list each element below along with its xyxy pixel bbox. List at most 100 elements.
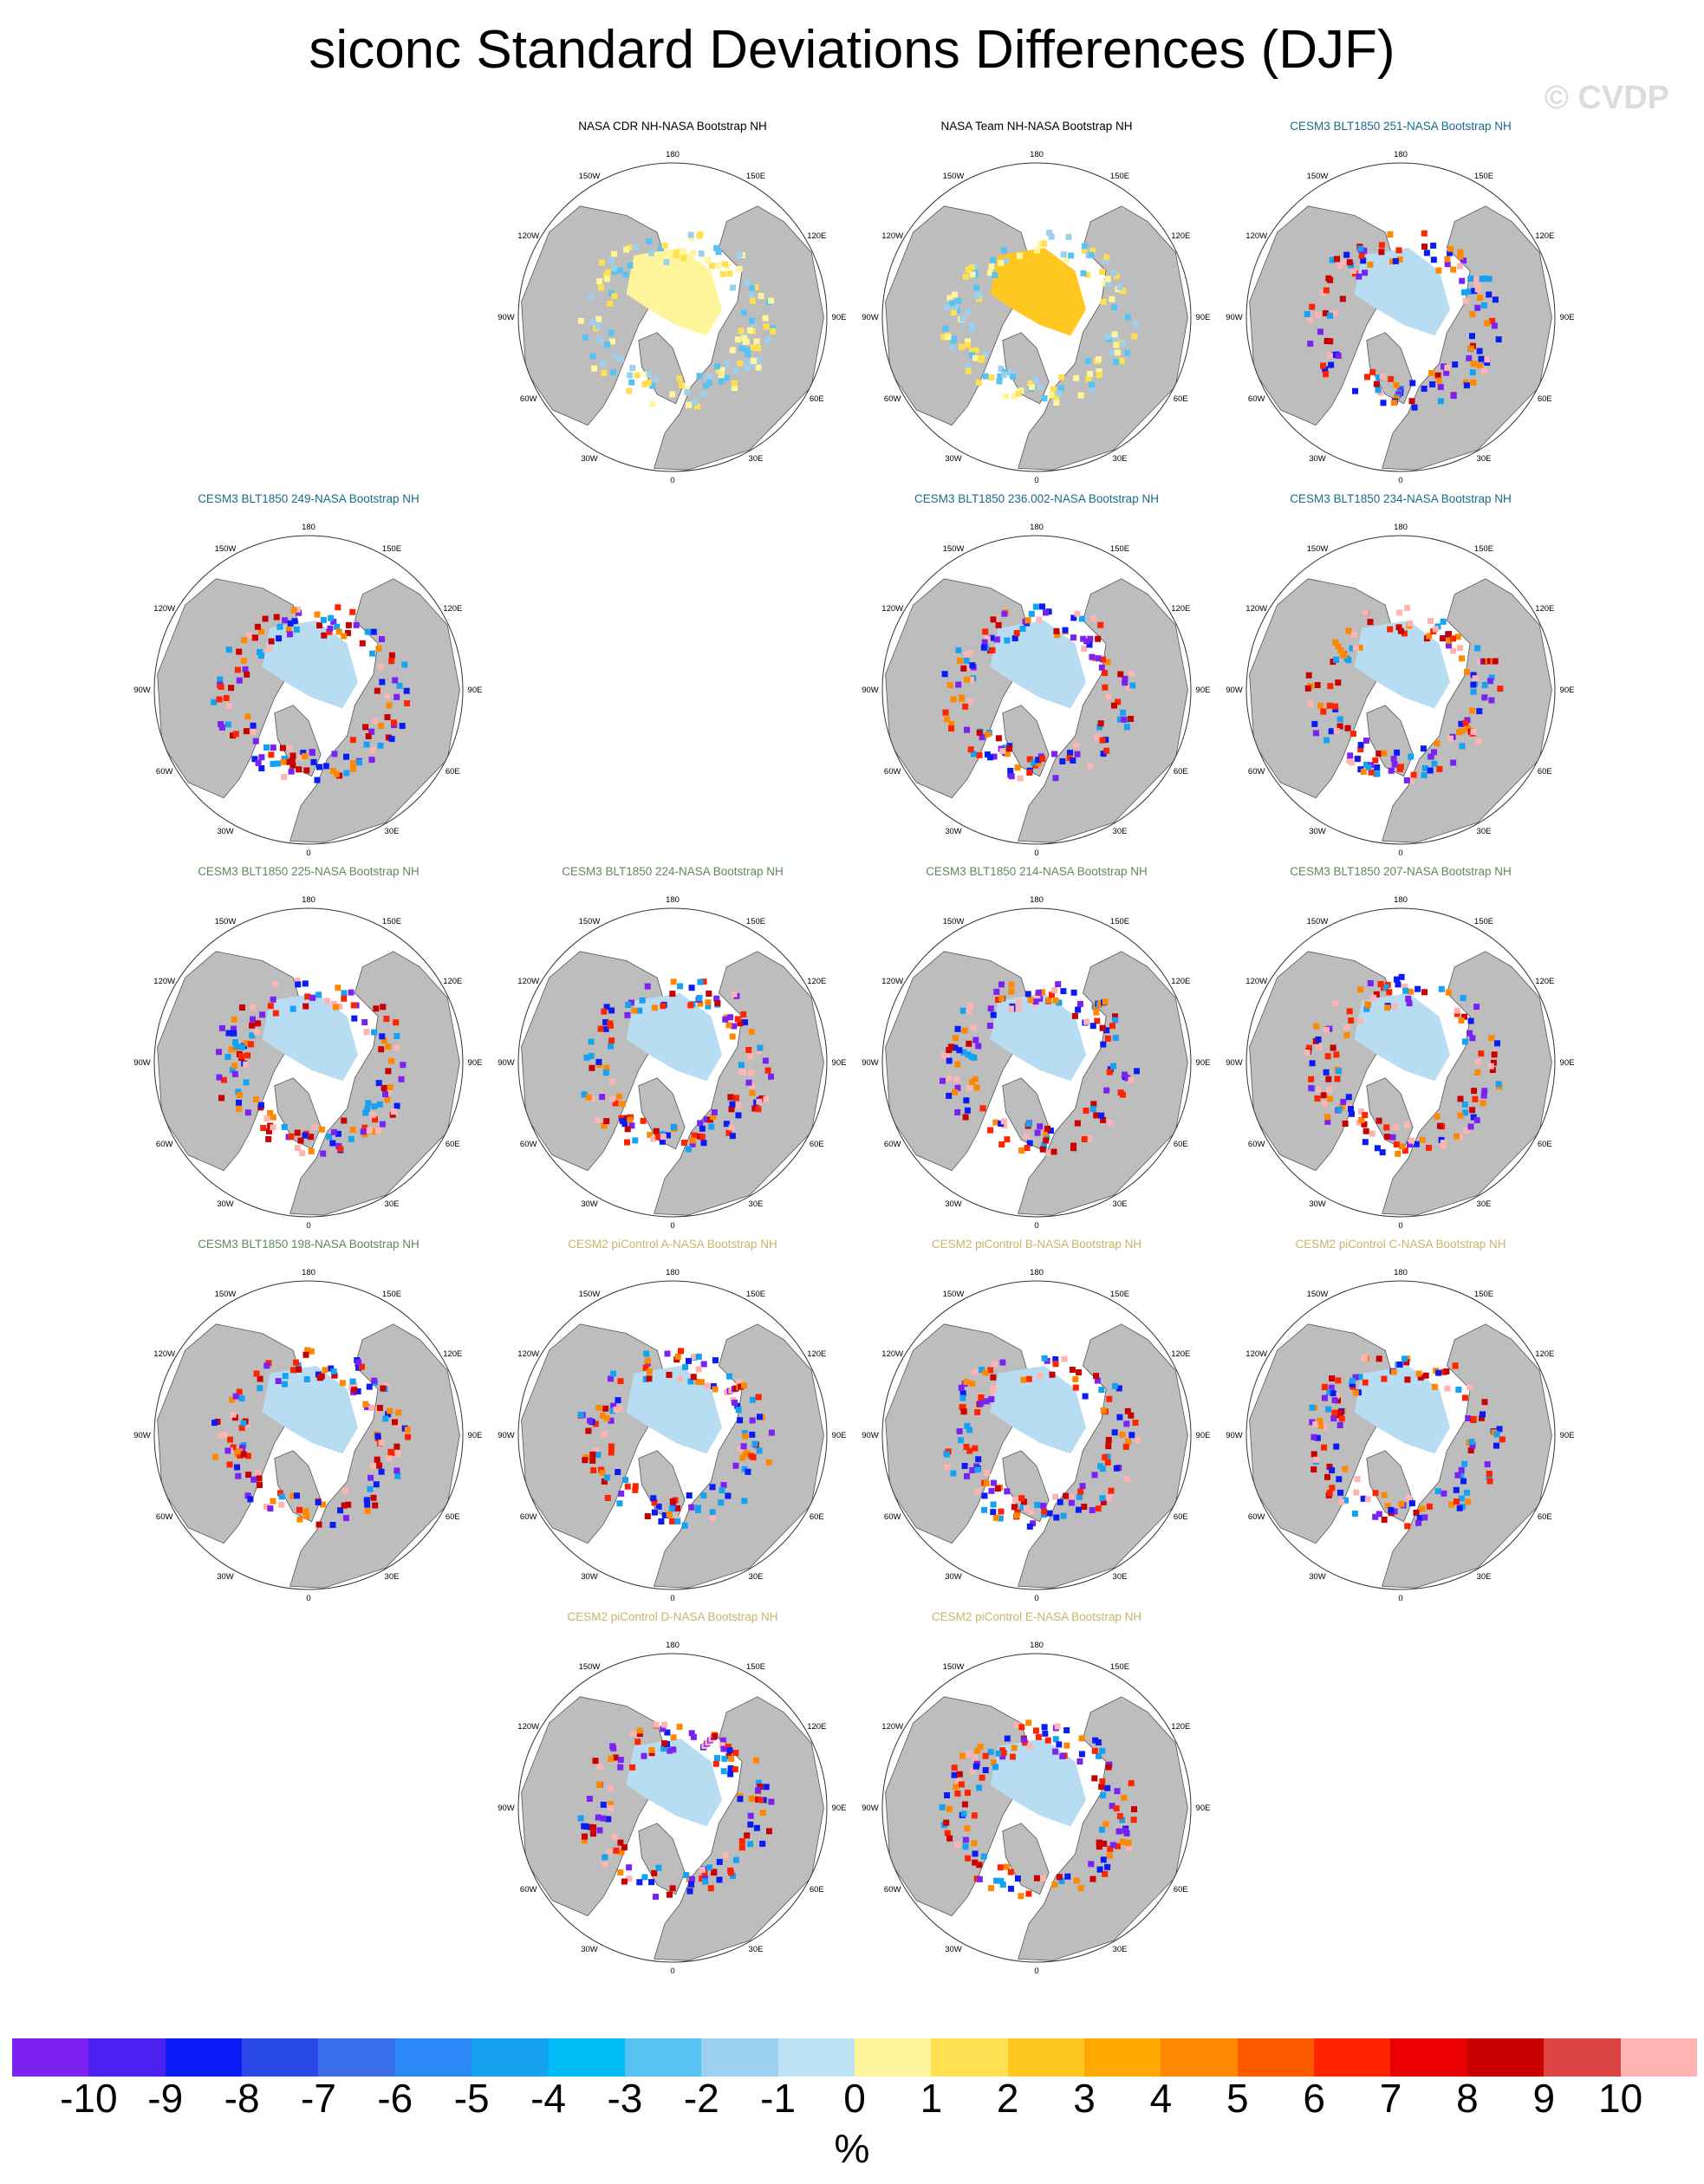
grid-cell <box>740 309 747 316</box>
land-north-america <box>521 1696 666 1917</box>
map-border <box>1245 907 1556 1218</box>
grid-cell <box>1123 1420 1130 1427</box>
longitude-label: 90W <box>133 686 151 695</box>
grid-cell <box>1467 1384 1473 1391</box>
grid-cell <box>393 1443 400 1450</box>
grid-cell <box>362 1401 369 1407</box>
grid-cell <box>1365 1002 1372 1008</box>
grid-cell <box>1033 247 1040 254</box>
grid-cell <box>764 1067 771 1074</box>
grid-cell <box>1001 372 1007 378</box>
grid-cell <box>1113 341 1120 348</box>
grid-cell <box>1323 371 1329 378</box>
grid-cell <box>1357 746 1364 753</box>
grid-cell <box>1039 1146 1046 1153</box>
grid-cell <box>1481 1399 1488 1406</box>
grid-cell <box>1014 1509 1021 1516</box>
grid-cell <box>643 1350 650 1357</box>
grid-cell <box>276 1490 283 1497</box>
longitude-label: 150W <box>579 1290 601 1299</box>
grid-cell <box>609 1743 616 1750</box>
grid-cell <box>339 1380 346 1387</box>
grid-cell <box>302 752 309 759</box>
grid-cell <box>1469 369 1476 376</box>
grid-cell <box>1363 1128 1369 1134</box>
grid-cell <box>979 1774 985 1781</box>
grid-cell <box>1453 1486 1460 1493</box>
longitude-label: 30E <box>1113 454 1128 464</box>
longitude-label: 30E <box>385 1572 400 1582</box>
grid-cell <box>228 685 235 692</box>
grid-cell <box>1357 245 1364 252</box>
grid-cell <box>1480 367 1487 374</box>
grid-cell <box>1087 763 1094 770</box>
grid-cell <box>581 1091 588 1098</box>
grid-cell <box>946 1805 953 1812</box>
grid-cell <box>1330 1415 1337 1422</box>
grid-cell <box>1484 320 1491 327</box>
grid-cell <box>1337 1422 1343 1428</box>
grid-cell <box>664 1132 671 1139</box>
grid-cell <box>295 981 302 988</box>
grid-cell <box>742 1433 749 1440</box>
grid-cell <box>669 991 676 998</box>
grid-cell <box>1316 1043 1323 1050</box>
grid-cell <box>1324 737 1330 744</box>
grid-cell <box>341 633 348 640</box>
longitude-label: 150E <box>382 1290 401 1299</box>
grid-cell <box>966 1002 973 1009</box>
grid-cell <box>1135 1437 1141 1444</box>
grid-cell <box>604 341 611 348</box>
grid-cell <box>694 1507 701 1514</box>
grid-cell <box>982 1752 989 1759</box>
grid-cell <box>1480 1092 1487 1099</box>
grid-cell <box>1404 1121 1410 1128</box>
grid-cell <box>244 713 251 720</box>
grid-cell <box>626 387 633 394</box>
grid-cell <box>713 244 720 251</box>
grid-cell <box>1321 1383 1328 1390</box>
grid-cell <box>971 1812 978 1819</box>
grid-cell <box>1080 270 1087 276</box>
grid-cell <box>965 341 972 348</box>
grid-cell <box>1389 258 1395 265</box>
grid-cell <box>388 658 395 665</box>
grid-cell <box>1460 1478 1467 1485</box>
grid-cell <box>1308 1076 1315 1082</box>
longitude-label: 0 <box>1034 1594 1038 1603</box>
grid-cell <box>237 1453 244 1459</box>
grid-cell <box>1333 1443 1340 1450</box>
land-greenland <box>638 1823 686 1895</box>
panel-title: CESM3 BLT1850 198-NASA Bootstrap NH <box>198 1238 419 1251</box>
grid-cell <box>949 343 956 350</box>
longitude-label: 90E <box>468 1058 483 1068</box>
grid-cell <box>1128 1780 1135 1787</box>
grid-cell <box>968 1053 975 1060</box>
grid-cell <box>712 1760 719 1767</box>
panel-title: CESM3 BLT1850 236.002-NASA Bootstrap NH <box>914 492 1159 505</box>
grid-cell <box>1101 1840 1108 1847</box>
grid-cell <box>1100 1856 1107 1863</box>
grid-cell <box>363 741 370 748</box>
grid-cell <box>1119 1431 1126 1438</box>
longitude-label: 30E <box>749 1945 764 1954</box>
grid-cell <box>1063 1742 1070 1749</box>
longitude-label: 90E <box>1196 1431 1211 1440</box>
longitude-label: 30W <box>945 1572 962 1582</box>
grid-cell <box>320 616 327 623</box>
grid-cell <box>1361 1354 1368 1361</box>
grid-cell <box>680 255 687 262</box>
grid-cell <box>732 1766 738 1772</box>
grid-cell <box>950 309 957 315</box>
grid-cell <box>1100 656 1106 663</box>
grid-cell <box>1399 1143 1406 1150</box>
longitude-label: 150E <box>1474 544 1493 554</box>
grid-cell <box>1107 1845 1114 1852</box>
grid-cell <box>612 353 618 360</box>
grid-cell <box>393 1019 400 1026</box>
grid-cell <box>709 1484 716 1491</box>
grid-cell <box>1402 983 1408 990</box>
grid-cell <box>964 1472 970 1479</box>
grid-cell <box>1001 610 1008 617</box>
grid-cell <box>755 364 762 371</box>
